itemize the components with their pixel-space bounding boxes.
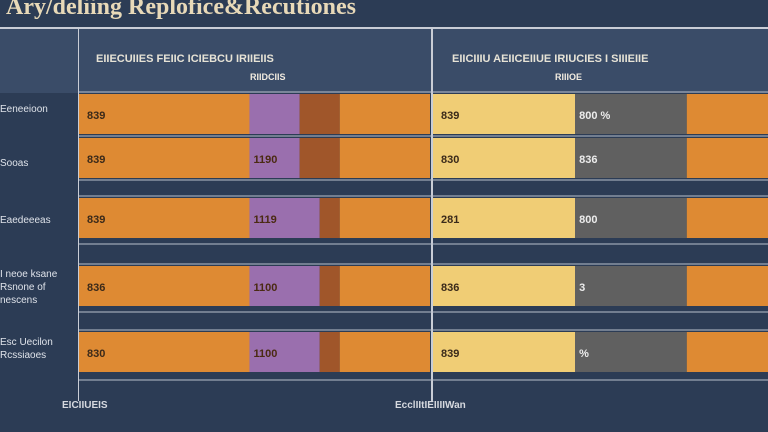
bar-p2-r1-s2: [575, 94, 687, 134]
inner-label-p2-r4: 3: [579, 282, 585, 294]
inner-label-p1-r2: 1190: [253, 154, 277, 166]
bar-p2-r3-s2: [575, 198, 687, 238]
inner-label-p2-r5: %: [579, 348, 589, 360]
bar-p2-r4-s3: [686, 266, 768, 306]
bar-p2-r5-s3: [686, 332, 768, 372]
bar-p1-r5-s2: [249, 332, 320, 372]
panel-divider: [431, 29, 433, 401]
footer-right-label: EcclIItIEIIIIWan: [395, 400, 466, 411]
bar-p2-r3-s1: [433, 198, 576, 238]
bar-p1-r1-s3: [299, 94, 340, 134]
value-label-p2-r5: 839: [441, 348, 459, 360]
bar-p1-r4-s4: [339, 266, 430, 306]
bar-p2-r5-s1: [433, 332, 576, 372]
right-panel-title: EIICIIIU AEIICEIIUE IRIUCIES I SIIIEIIE: [452, 53, 649, 65]
bar-p2-r4-s2: [575, 266, 687, 306]
bar-p1-r2-s3: [299, 138, 340, 178]
inner-label-p2-r3: 800: [579, 214, 597, 226]
top-divider: [0, 27, 768, 29]
bar-p1-r4-s1: [79, 266, 250, 306]
bar-p1-r5-s4: [339, 332, 430, 372]
row-label-2: Sooas: [0, 158, 29, 169]
inner-label-p2-r1: 800 %: [579, 110, 610, 122]
left-axis-line: [78, 29, 79, 401]
value-label-p1-r3: 839: [87, 214, 105, 226]
footer-left-label: EICIIUEIS: [62, 400, 108, 411]
inner-label-p2-r2: 836: [579, 154, 597, 166]
value-label-p2-r2: 830: [441, 154, 459, 166]
inner-label-p1-r4: 1100: [253, 282, 277, 294]
bar-p1-r3-s4: [339, 198, 430, 238]
bar-p2-r3-s3: [686, 198, 768, 238]
bar-p1-r4-s3: [319, 266, 340, 306]
left-panel-title: EIIECUIIES FEIIC ICIEBCU IRIIEIIS: [96, 53, 274, 65]
bar-p2-r2-s2: [575, 138, 687, 178]
value-label-p2-r4: 836: [441, 282, 459, 294]
bar-p1-r1-s1: [79, 94, 250, 134]
bar-p1-r2-s4: [339, 138, 430, 178]
value-label-p2-r3: 281: [441, 214, 459, 226]
bar-p1-r3-s1: [79, 198, 250, 238]
bar-p1-r5-s1: [79, 332, 250, 372]
bar-p1-r3-s3: [319, 198, 340, 238]
row-label-5: Esc Uecilon Rcssiaoes: [0, 337, 53, 361]
right-panel-subtitle: RIIIOE: [555, 72, 583, 82]
row-label-1: Eeneeioon: [0, 104, 48, 115]
value-label-p1-r1: 839: [87, 110, 105, 122]
bar-p1-r2-s2: [249, 138, 300, 178]
bar-p2-r5-s2: [575, 332, 687, 372]
value-label-p1-r2: 839: [87, 154, 105, 166]
bar-p2-r2-s1: [433, 138, 576, 178]
value-label-p1-r4: 836: [87, 282, 105, 294]
inner-label-p1-r5: 1100: [253, 348, 277, 360]
row-label-3: Eaedeeeas: [0, 215, 51, 226]
bar-p1-r1-s4: [339, 94, 430, 134]
bar-p2-r1-s3: [686, 94, 768, 134]
bar-p2-r1-s1: [433, 94, 576, 134]
row-label-4: I neoe ksane Rsnone of nescens: [0, 269, 58, 306]
inner-label-p1-r3: 1119: [253, 214, 276, 226]
bar-p1-r1-s2: [249, 94, 300, 134]
bar-p1-r5-s3: [319, 332, 340, 372]
bar-p1-r3-s2: [249, 198, 320, 238]
chart-title: Ary/deliing Replofice&Recutiones: [6, 0, 356, 20]
bar-p2-r2-s3: [686, 138, 768, 178]
bar-p1-r2-s1: [79, 138, 250, 178]
left-panel-subtitle: RIIDCIIS: [250, 72, 286, 82]
bar-p2-r4-s1: [433, 266, 576, 306]
bar-p1-r4-s2: [249, 266, 320, 306]
header-band: [0, 27, 768, 93]
value-label-p2-r1: 839: [441, 110, 459, 122]
value-label-p1-r5: 830: [87, 348, 105, 360]
